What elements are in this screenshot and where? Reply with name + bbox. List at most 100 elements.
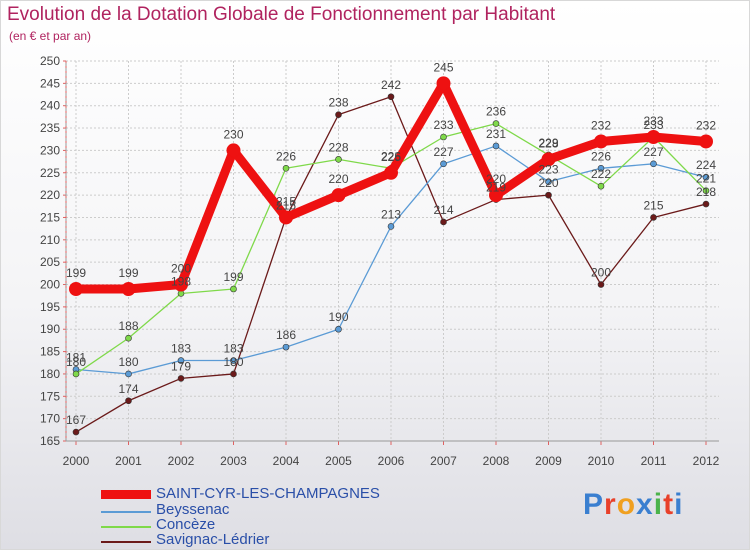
brand-letter: i [674, 488, 684, 521]
data-point-saint-cyr-les-champagnes [541, 152, 556, 167]
data-point-saint-cyr-les-champagnes [331, 188, 346, 203]
data-point-beyssenac [282, 343, 290, 351]
data-point-beyssenac [335, 325, 342, 333]
y-tick-label: 250 [40, 54, 60, 68]
data-point-beyssenac [440, 160, 447, 168]
data-label-savignac-l-drier: 179 [171, 359, 191, 373]
data-label-conc-ze: 180 [66, 355, 86, 369]
chart-grid [66, 60, 719, 442]
data-label-beyssenac: 180 [118, 355, 138, 369]
data-label-savignac-l-drier: 214 [433, 203, 453, 217]
data-label-beyssenac: 190 [328, 310, 348, 324]
data-label-conc-ze: 188 [118, 319, 138, 333]
legend-label-savignac: Savignac-Lédrier [156, 531, 270, 548]
data-label-conc-ze: 222 [591, 167, 611, 181]
data-point-conc-ze [702, 187, 710, 194]
y-tick-label: 205 [40, 255, 60, 269]
y-tick-label: 230 [40, 143, 60, 157]
data-point-savignac-l-drier [597, 281, 605, 288]
y-tick-label: 225 [40, 166, 60, 180]
data-point-saint-cyr-les-champagnes [121, 282, 136, 296]
data-point-savignac-l-drier [125, 397, 132, 405]
legend-label-conceze: Concèze [156, 516, 216, 533]
data-label-savignac-l-drier: 238 [328, 96, 348, 110]
x-tick-label: 2008 [483, 454, 510, 468]
data-label-saint-cyr-les-champagnes: 228 [538, 136, 558, 150]
data-label-conc-ze: 221 [696, 172, 716, 186]
data-label-beyssenac: 224 [696, 158, 716, 172]
data-label-savignac-l-drier: 218 [696, 185, 716, 199]
data-point-savignac-l-drier [702, 200, 710, 208]
data-point-beyssenac [125, 370, 132, 378]
data-point-beyssenac [177, 357, 185, 364]
data-label-savignac-l-drier: 215 [643, 198, 663, 212]
data-label-saint-cyr-les-champagnes: 220 [328, 172, 348, 186]
data-point-savignac-l-drier [545, 191, 552, 199]
y-tick-label: 190 [40, 322, 60, 336]
x-tick-label: 2011 [641, 454, 667, 468]
data-point-beyssenac [387, 223, 395, 230]
legend-label-saint-cyr: SAINT-CYR-LES-CHAMPAGNES [156, 485, 380, 502]
data-label-saint-cyr-les-champagnes: 245 [433, 60, 453, 74]
data-point-saint-cyr-les-champagnes [226, 143, 241, 158]
data-point-savignac-l-drier [72, 428, 80, 436]
y-tick-label: 180 [40, 367, 60, 381]
y-tick-label: 200 [40, 278, 60, 292]
data-label-savignac-l-drier: 200 [591, 266, 611, 280]
data-label-saint-cyr-les-champagnes: 232 [696, 118, 716, 132]
data-label-conc-ze: 199 [223, 270, 243, 284]
data-point-saint-cyr-les-champagnes [646, 130, 661, 144]
data-label-conc-ze: 229 [538, 136, 558, 150]
data-label-beyssenac: 227 [433, 145, 453, 159]
data-label-saint-cyr-les-champagnes: 199 [118, 266, 138, 280]
legend-swatch-beyssenac [101, 511, 151, 513]
x-tick-label: 2004 [273, 454, 300, 468]
y-tick-label: 220 [40, 188, 60, 202]
data-label-savignac-l-drier: 242 [381, 78, 401, 92]
x-tick-label: 2012 [693, 454, 720, 468]
series-line-beyssenac [75, 145, 707, 375]
data-label-conc-ze: 233 [433, 118, 453, 132]
data-label-saint-cyr-les-champagnes: 230 [223, 127, 243, 141]
x-tick-label: 2003 [220, 454, 247, 468]
y-tick-label: 240 [40, 99, 60, 113]
data-point-conc-ze [335, 156, 342, 163]
data-label-beyssenac: 183 [171, 342, 191, 356]
data-point-beyssenac [230, 357, 237, 364]
data-label-savignac-l-drier: 219 [486, 181, 506, 195]
y-tick-label: 185 [40, 345, 60, 359]
data-label-conc-ze: 226 [381, 149, 401, 163]
data-label-saint-cyr-les-champagnes: 232 [591, 118, 611, 132]
y-tick-label: 195 [40, 300, 60, 314]
data-label-saint-cyr-les-champagnes: 225 [381, 150, 401, 164]
data-label-beyssenac: 181 [66, 350, 86, 364]
x-tick-label: 2010 [588, 454, 615, 468]
data-point-savignac-l-drier [177, 375, 185, 382]
data-point-beyssenac [492, 142, 500, 150]
data-label-savignac-l-drier: 167 [66, 413, 86, 427]
y-tick-label: 170 [40, 412, 60, 426]
brand-letter: P [583, 488, 605, 521]
data-point-saint-cyr-les-champagnes [489, 188, 503, 203]
legend-swatch-conceze [101, 526, 151, 528]
y-tick-label: 245 [40, 76, 60, 90]
data-label-saint-cyr-les-champagnes: 200 [171, 262, 191, 276]
chart-title: Evolution de la Dotation Globale de Fonc… [7, 4, 556, 25]
data-point-beyssenac [650, 160, 657, 168]
data-label-beyssenac: 183 [223, 342, 243, 356]
data-point-savignac-l-drier [650, 214, 657, 221]
data-label-conc-ze: 228 [328, 140, 348, 154]
brand-letter: x [636, 488, 654, 521]
data-point-conc-ze [597, 182, 605, 190]
x-tick-label: 2006 [378, 454, 405, 468]
y-tick-label: 215 [40, 210, 60, 224]
brand-letter: r [604, 488, 617, 521]
data-point-conc-ze [125, 334, 132, 342]
data-point-savignac-l-drier [440, 218, 447, 226]
chart-subtitle: (en € et par an) [9, 29, 92, 43]
y-tick-label: 235 [40, 121, 60, 135]
data-label-saint-cyr-les-champagnes: 233 [643, 114, 663, 128]
